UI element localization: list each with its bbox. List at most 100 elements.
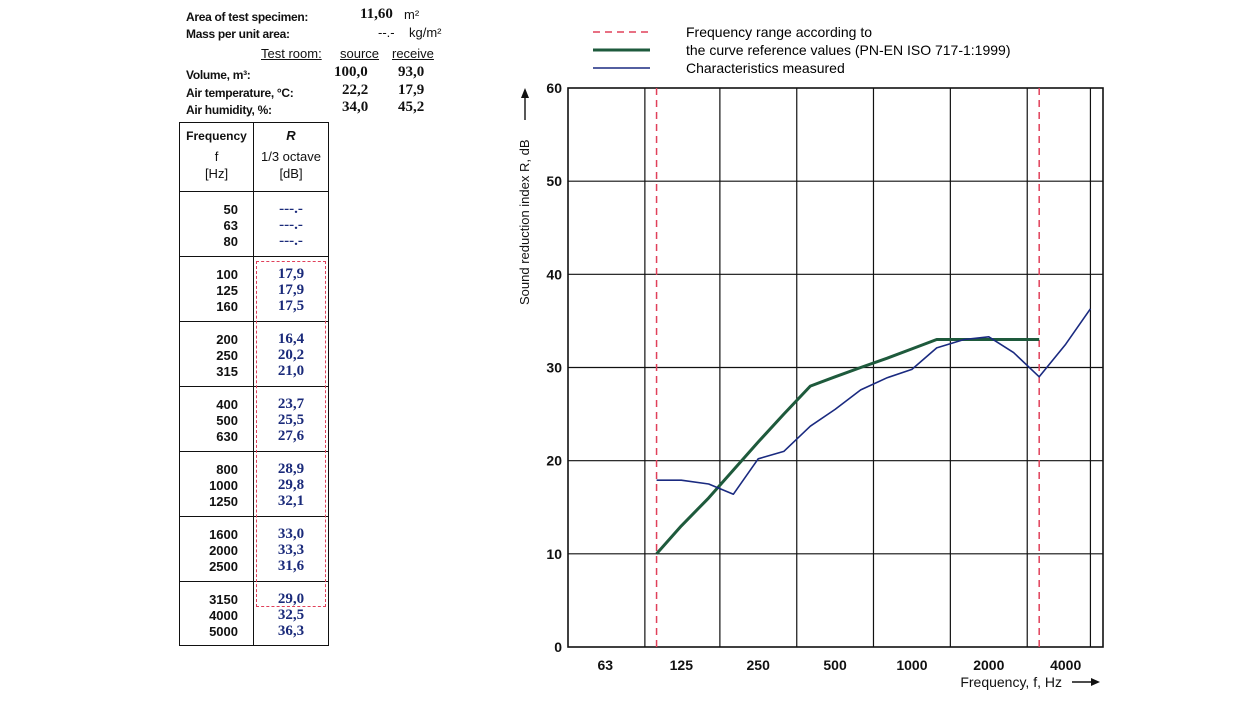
humidity-receive: 45,2 xyxy=(398,99,425,115)
table-cell-frequency: 1250 xyxy=(209,494,238,509)
table-cell-r-value: 33,3 xyxy=(277,542,305,558)
y-tick-label: 0 xyxy=(554,639,562,655)
table-cell-frequency: 125 xyxy=(216,283,238,298)
table-group-separator xyxy=(180,516,328,517)
table-cell-frequency: 200 xyxy=(216,332,238,347)
temperature-label: Air temperature, °C: xyxy=(186,86,294,100)
table-group-separator xyxy=(180,386,328,387)
table-cell-r-value: 33,0 xyxy=(277,526,305,542)
table-group-separator xyxy=(180,321,328,322)
y-tick-label: 30 xyxy=(546,360,562,376)
table-cell-frequency: 50 xyxy=(223,202,238,217)
mass-value: --.- xyxy=(378,25,395,40)
table-cell-r-value: 28,9 xyxy=(277,461,305,477)
legend-layer: Frequency range according to the curve re… xyxy=(593,24,1011,76)
humidity-label: Air humidity, %: xyxy=(186,103,272,117)
table-group-separator xyxy=(180,581,328,582)
table-cell-frequency: 315 xyxy=(216,364,238,379)
table-cell-r-value: 17,9 xyxy=(277,266,305,282)
table-cell-frequency: 5000 xyxy=(209,624,238,639)
table-cell-frequency: 1000 xyxy=(209,478,238,493)
y-tick-label: 20 xyxy=(546,453,562,469)
receive-label: receive xyxy=(392,46,434,61)
table-cell-r-value: 25,5 xyxy=(277,412,305,428)
table-cell-frequency: 800 xyxy=(216,462,238,477)
table-cell-r-value: 21,0 xyxy=(277,363,305,379)
table-cell-frequency: 500 xyxy=(216,413,238,428)
table-cell-r-value: 32,1 xyxy=(277,493,305,509)
measured-curve-line xyxy=(656,308,1092,496)
area-label: Area of test specimen: xyxy=(186,10,309,24)
temperature-receive: 17,9 xyxy=(398,82,425,98)
grid-layer xyxy=(567,87,1104,648)
table-group-separator xyxy=(180,191,328,192)
legend-label-range: Frequency range according to xyxy=(686,24,872,40)
x-tick-label: 125 xyxy=(670,657,694,673)
table-cell-frequency: 63 xyxy=(223,218,238,233)
x-tick-label: 63 xyxy=(598,657,614,673)
x-axis-title: Frequency, f, Hz xyxy=(960,674,1062,690)
table-cell-frequency: 160 xyxy=(216,299,238,314)
mass-label: Mass per unit area: xyxy=(186,27,290,41)
table-cell-r-value: 27,6 xyxy=(277,428,305,444)
area-unit: m² xyxy=(404,7,420,22)
table-cell-r-value: 29,0 xyxy=(277,591,305,607)
r-header-line2: 1/3 octave xyxy=(261,149,321,164)
table-column-divider xyxy=(253,123,254,645)
range-layer xyxy=(655,88,1040,647)
volume-source: 100,0 xyxy=(334,64,368,80)
evaluation-range-box xyxy=(256,261,326,607)
table-cell-r-value: 23,7 xyxy=(277,396,305,412)
x-tick-label: 2000 xyxy=(973,657,1004,673)
temperature-source: 22,2 xyxy=(342,82,369,98)
x-tick-label: 250 xyxy=(747,657,771,673)
test-room-label: Test room: xyxy=(261,46,322,61)
table-cell-r-value: ---.- xyxy=(279,201,303,217)
y-tick-label: 40 xyxy=(546,266,562,282)
table-cell-r-value: 29,8 xyxy=(277,477,305,493)
table-cell-frequency: 1600 xyxy=(209,527,238,542)
table-group-separator xyxy=(180,256,328,257)
table-cell-frequency: 2500 xyxy=(209,559,238,574)
results-table: Frequency f [Hz] R 1/3 octave [dB] 50 ---… xyxy=(179,122,329,646)
table-cell-frequency: 4000 xyxy=(209,608,238,623)
frequency-header-line3: [Hz] xyxy=(204,166,229,181)
x-tick-label: 4000 xyxy=(1050,657,1081,673)
y-axis-arrow-head xyxy=(521,88,529,98)
area-value: 11,60 xyxy=(360,6,393,22)
y-tick-label: 50 xyxy=(546,173,562,189)
y-tick-label: 60 xyxy=(546,80,562,96)
r-header-line1: R xyxy=(286,128,296,143)
table-cell-frequency: 400 xyxy=(216,397,238,412)
legend-label-measured: Characteristics measured xyxy=(686,60,845,76)
humidity-source: 34,0 xyxy=(342,99,369,115)
table-cell-r-value: 17,5 xyxy=(277,298,305,314)
reference-curve-line xyxy=(655,338,1040,555)
table-group-separator xyxy=(180,451,328,452)
table-cell-r-value: 20,2 xyxy=(277,347,305,363)
r-header-line3: [dB] xyxy=(279,166,303,181)
table-cell-r-value: 32,5 xyxy=(277,607,305,623)
axis-layer: 0 10 20 30 40 50 60 63 125 250 500 1000 2000 4000Freq… xyxy=(517,80,1100,690)
table-cell-r-value: 17,9 xyxy=(277,282,305,298)
table-cell-r-value: 31,6 xyxy=(277,558,305,574)
volume-receive: 93,0 xyxy=(398,64,425,80)
x-axis-arrow-head xyxy=(1091,678,1100,686)
table-cell-r-value: 36,3 xyxy=(277,623,305,639)
table-cell-r-value: ---.- xyxy=(279,233,303,249)
table-cell-r-value: ---.- xyxy=(279,217,303,233)
table-cell-frequency: 630 xyxy=(216,429,238,444)
table-cell-frequency: 100 xyxy=(216,267,238,282)
table-cell-r-value: 16,4 xyxy=(277,331,305,347)
x-tick-label: 1000 xyxy=(896,657,927,673)
x-tick-label: 500 xyxy=(823,657,847,673)
legend-label-reference: the curve reference values (PN-EN ISO 71… xyxy=(686,42,1011,58)
source-label: source xyxy=(340,46,380,61)
frequency-header-line1: Frequency xyxy=(186,129,247,143)
frequency-header-line2: f xyxy=(214,149,219,164)
series-layer xyxy=(655,308,1092,555)
table-cell-frequency: 80 xyxy=(223,234,238,249)
table-cell-frequency: 3150 xyxy=(209,592,238,607)
mass-unit: kg/m² xyxy=(409,25,442,40)
